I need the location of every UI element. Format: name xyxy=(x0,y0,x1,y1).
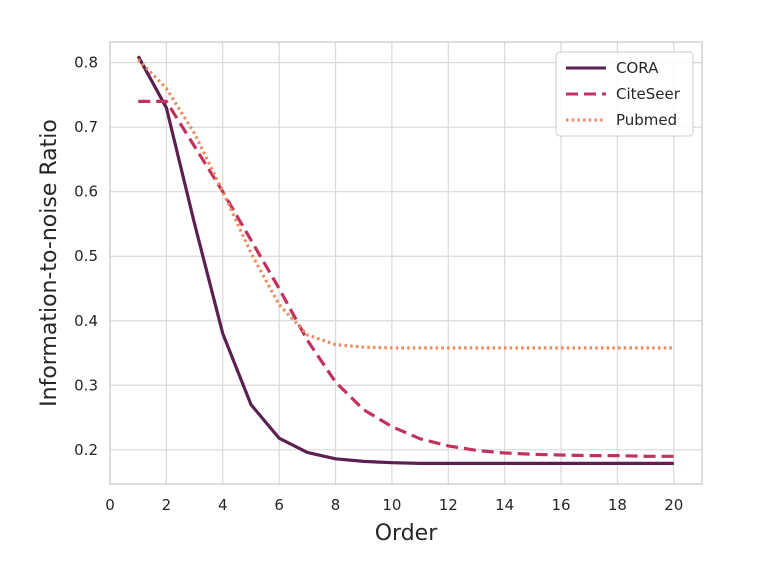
y-tick-label: 0.4 xyxy=(74,312,98,330)
x-tick-label: 2 xyxy=(162,496,172,514)
y-tick-label: 0.2 xyxy=(74,441,98,459)
x-tick-labels: 0 2 4 6 8 10 12 14 16 18 20 xyxy=(105,496,683,514)
x-tick-label: 4 xyxy=(218,496,228,514)
legend-label-citeseer: CiteSeer xyxy=(616,85,681,103)
legend-label-cora: CORA xyxy=(616,59,659,77)
y-tick-label: 0.6 xyxy=(74,183,98,201)
legend-label-pubmed: Pubmed xyxy=(616,111,677,129)
y-tick-label: 0.5 xyxy=(74,247,98,265)
series-line-cora xyxy=(136,55,674,465)
x-tick-label: 10 xyxy=(382,496,401,514)
x-tick-label: 14 xyxy=(495,496,514,514)
x-axis-label: Order xyxy=(375,521,438,546)
x-tick-label: 18 xyxy=(608,496,627,514)
x-tick-label: 16 xyxy=(552,496,571,514)
x-tick-label: 20 xyxy=(664,496,683,514)
series-layer xyxy=(136,55,674,465)
y-axis-label: Information-to-noise Ratio xyxy=(37,119,62,407)
x-tick-label: 0 xyxy=(105,496,115,514)
y-tick-label: 0.8 xyxy=(74,54,98,72)
series-line-citeseer xyxy=(138,99,674,458)
series-line-pubmed xyxy=(137,58,674,350)
legend: CORA CiteSeer Pubmed xyxy=(555,51,694,137)
y-tick-label: 0.3 xyxy=(74,376,98,394)
x-tick-label: 6 xyxy=(274,496,284,514)
y-tick-label: 0.7 xyxy=(74,118,98,136)
x-tick-label: 8 xyxy=(331,496,341,514)
plot-frame xyxy=(109,41,703,485)
y-tick-labels: 0.2 0.3 0.4 0.5 0.6 0.7 0.8 xyxy=(74,54,98,459)
x-tick-label: 12 xyxy=(439,496,458,514)
legend-box xyxy=(555,51,694,137)
